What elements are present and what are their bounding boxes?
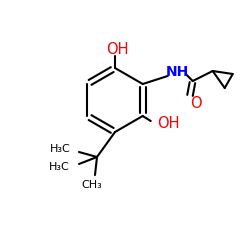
Text: CH₃: CH₃ — [82, 180, 102, 190]
Text: H₃C: H₃C — [49, 162, 70, 172]
Text: OH: OH — [157, 116, 179, 132]
Text: NH: NH — [166, 65, 189, 79]
Text: O: O — [190, 96, 202, 110]
Text: OH: OH — [106, 42, 128, 58]
Text: H₃C: H₃C — [50, 144, 71, 154]
